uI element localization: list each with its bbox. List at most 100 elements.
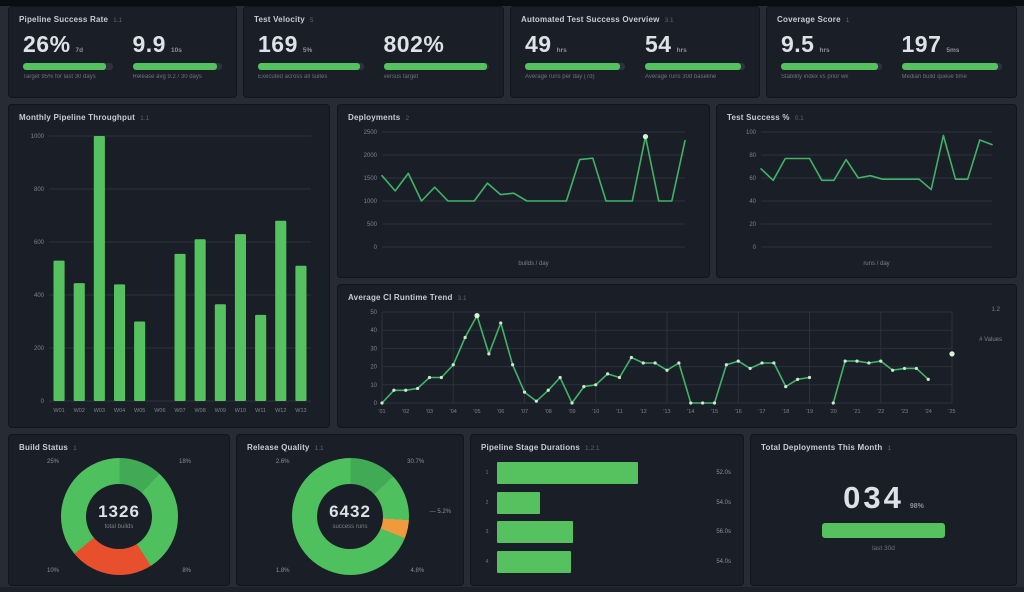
deployments-line: 2500 2000 1500 1000 500 0 builds / day — [364, 130, 686, 267]
pipeline-throughput-bars: 1000 800 600 400 200 0 W01 W02 W03 W04 W05 W06 W07 W0… — [31, 134, 311, 414]
panel-title: Test Success % — [727, 113, 790, 122]
line-chart[interactable]: 2500 2000 1500 1000 500 0 builds / day — [348, 124, 699, 271]
data-point[interactable] — [712, 401, 717, 405]
data-point[interactable] — [653, 361, 657, 365]
metric-value: 9.9 — [132, 31, 166, 57]
data-point[interactable] — [487, 352, 491, 356]
data-point-highlight[interactable] — [642, 134, 649, 140]
hbar-tick: 2 — [485, 499, 489, 506]
hbar-tick: 1 — [485, 469, 489, 476]
data-point[interactable] — [665, 368, 669, 372]
data-point[interactable] — [879, 359, 883, 363]
data-point[interactable] — [380, 401, 384, 405]
data-point[interactable] — [867, 361, 871, 365]
data-point[interactable] — [807, 375, 812, 380]
y-tick-label: 800 — [34, 187, 45, 193]
bar[interactable] — [73, 283, 85, 401]
data-point[interactable] — [724, 363, 728, 367]
hbar-value: 54.0s — [716, 499, 731, 506]
hbar-fill[interactable] — [497, 521, 574, 544]
data-point[interactable] — [392, 388, 396, 392]
donut-chart[interactable]: 1326 total builds 25% 18% 10% 8% — [19, 454, 219, 579]
data-point[interactable] — [463, 335, 467, 340]
data-point[interactable] — [701, 401, 705, 405]
data-point[interactable] — [594, 383, 598, 387]
bar[interactable] — [134, 321, 146, 402]
panel-meta: 2 — [405, 115, 410, 122]
data-point[interactable] — [451, 363, 455, 367]
data-point[interactable] — [902, 366, 907, 371]
y-tick-label: 1500 — [364, 176, 378, 182]
data-point[interactable] — [689, 401, 693, 405]
bar[interactable] — [53, 260, 65, 401]
data-point[interactable] — [784, 385, 788, 389]
line-chart[interactable]: 100 80 60 40 20 0 runs / day — [727, 124, 1006, 271]
donut-segment-label: 8% — [182, 568, 191, 574]
panel-title: Pipeline Stage Durations — [481, 443, 581, 452]
hbar-fill[interactable] — [497, 491, 541, 514]
bar[interactable] — [194, 239, 206, 401]
hbar-row: 3 56.0s — [483, 519, 731, 545]
data-point[interactable] — [641, 361, 645, 365]
bar[interactable] — [93, 136, 105, 401]
data-point[interactable] — [926, 377, 930, 381]
data-point[interactable] — [855, 359, 859, 363]
data-point[interactable] — [558, 375, 562, 380]
data-point[interactable] — [736, 359, 740, 363]
kpi-metric: 197 5ms Median build queue time — [901, 31, 1002, 91]
line-series[interactable] — [381, 135, 686, 202]
line-series[interactable] — [760, 134, 993, 191]
data-point[interactable] — [416, 386, 420, 391]
panel-meta: 3.1 — [457, 295, 467, 302]
progress-track — [383, 63, 489, 70]
data-point[interactable] — [748, 366, 752, 371]
bar[interactable] — [234, 234, 246, 401]
panel-build-status-donut: Build Status 1 1326 total builds 25% 18% 10%… — [8, 434, 230, 586]
data-point[interactable] — [617, 375, 622, 380]
data-point[interactable] — [404, 388, 408, 392]
data-point[interactable] — [582, 385, 586, 389]
data-point[interactable] — [796, 377, 800, 381]
bar[interactable] — [295, 265, 307, 401]
metric-caption: Average runs per day (7d) — [525, 74, 595, 80]
donut-chart[interactable]: 6432 success runs 2.6% 30.7% 1.8% 4.8% — 5.2% — [247, 454, 453, 579]
data-point[interactable] — [760, 361, 764, 365]
x-tick-label: W10 — [235, 408, 246, 414]
donut-segment-label: 1.8% — [275, 568, 290, 574]
data-point[interactable] — [843, 359, 847, 363]
line-chart-wide[interactable]: 50 40 30 20 10 0'01 '02 '03 '04 '05 '06 '07 '08 '09 '1… — [348, 304, 1006, 421]
bar[interactable] — [255, 314, 267, 401]
bar[interactable] — [275, 220, 287, 401]
bar[interactable] — [114, 284, 126, 401]
x-tick-label: '14 — [687, 409, 694, 415]
data-point[interactable] — [891, 368, 895, 372]
data-point[interactable] — [772, 361, 776, 365]
donut-segment-label: 4.8% — [410, 568, 425, 574]
data-point[interactable] — [546, 388, 550, 392]
hbar-chart[interactable]: 1 52.0s 2 54.0s 3 56.0s 4 54.0s — [481, 454, 733, 579]
metric-caption: versus target — [383, 74, 419, 80]
data-point[interactable] — [606, 372, 610, 376]
data-point[interactable] — [629, 355, 633, 360]
data-point[interactable] — [570, 401, 574, 405]
data-point-highlight[interactable] — [949, 351, 955, 357]
data-point[interactable] — [831, 401, 835, 405]
data-point[interactable] — [427, 375, 432, 380]
data-point[interactable] — [439, 375, 443, 380]
bar[interactable] — [174, 253, 186, 401]
ci-runtime-line: 50 40 30 20 10 0'01 '02 '03 '04 '05 '06 '07 '08 '09 '1… — [370, 307, 1002, 415]
bar-chart[interactable]: 1000 800 600 400 200 0 W01 W02 W03 W04 W05 W06 W07 W0… — [19, 124, 319, 421]
data-point[interactable] — [677, 361, 681, 365]
x-tick-label: '20 — [830, 409, 837, 415]
data-point[interactable] — [534, 399, 538, 403]
data-point[interactable] — [511, 363, 515, 367]
data-point[interactable] — [914, 366, 918, 371]
bar[interactable] — [214, 304, 226, 401]
hbar-fill[interactable] — [497, 551, 572, 574]
hbar-fill[interactable] — [497, 461, 639, 484]
data-point[interactable] — [522, 390, 527, 394]
data-point[interactable] — [499, 321, 503, 325]
data-point-highlight[interactable] — [474, 313, 480, 319]
y-tick-label: 30 — [370, 346, 377, 352]
